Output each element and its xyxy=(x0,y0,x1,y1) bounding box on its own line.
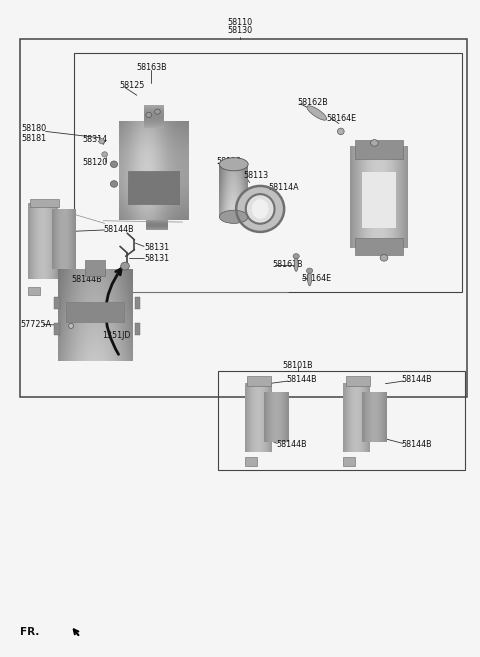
Bar xyxy=(54,323,60,335)
Bar xyxy=(20,39,467,397)
Bar xyxy=(362,173,396,229)
Ellipse shape xyxy=(99,139,105,144)
Ellipse shape xyxy=(294,257,298,271)
Text: 58144B: 58144B xyxy=(401,375,432,384)
Bar xyxy=(245,457,257,466)
Bar xyxy=(355,238,403,255)
Bar xyxy=(28,288,40,296)
Text: 58164E: 58164E xyxy=(301,274,332,283)
Text: 58163B: 58163B xyxy=(136,62,167,72)
Text: 58114A: 58114A xyxy=(269,183,300,192)
Text: FR.: FR. xyxy=(20,627,39,637)
Text: 58144B: 58144B xyxy=(286,375,317,384)
Ellipse shape xyxy=(246,194,275,223)
Ellipse shape xyxy=(307,268,313,273)
Ellipse shape xyxy=(252,199,269,219)
Ellipse shape xyxy=(307,106,327,120)
Text: 58164E: 58164E xyxy=(326,114,357,123)
Text: 58112: 58112 xyxy=(216,157,241,166)
Bar xyxy=(74,53,462,292)
Ellipse shape xyxy=(337,128,344,135)
Text: 58131: 58131 xyxy=(144,254,169,263)
Text: 58101B: 58101B xyxy=(282,361,313,370)
Ellipse shape xyxy=(308,271,312,286)
Text: 58181: 58181 xyxy=(22,134,47,143)
Bar xyxy=(30,199,60,207)
Text: 58113: 58113 xyxy=(244,171,269,180)
Bar xyxy=(134,323,141,335)
Text: 58120: 58120 xyxy=(83,158,108,168)
Ellipse shape xyxy=(121,262,130,270)
Text: 58130: 58130 xyxy=(228,26,252,35)
Text: 57725A: 57725A xyxy=(20,320,51,329)
Bar xyxy=(54,297,60,309)
Text: 1351JD: 1351JD xyxy=(102,330,130,340)
Bar xyxy=(218,371,465,470)
Bar xyxy=(343,457,355,466)
Ellipse shape xyxy=(102,152,108,157)
Bar xyxy=(66,302,124,322)
Bar xyxy=(134,297,141,309)
Bar xyxy=(346,376,370,386)
Text: 58314: 58314 xyxy=(83,135,108,144)
Ellipse shape xyxy=(219,210,248,223)
Bar xyxy=(355,140,403,160)
Ellipse shape xyxy=(69,323,73,328)
Bar xyxy=(129,171,179,204)
Bar xyxy=(247,376,271,386)
Text: 58144B: 58144B xyxy=(401,440,432,449)
Text: 58125: 58125 xyxy=(119,81,144,90)
Ellipse shape xyxy=(146,112,152,118)
Ellipse shape xyxy=(380,255,388,261)
Ellipse shape xyxy=(219,158,248,171)
Text: 58131: 58131 xyxy=(144,242,169,252)
Ellipse shape xyxy=(293,254,300,259)
Ellipse shape xyxy=(155,109,160,114)
Ellipse shape xyxy=(110,161,118,168)
Text: 58161B: 58161B xyxy=(273,260,303,269)
Ellipse shape xyxy=(110,181,118,187)
Text: 58144B: 58144B xyxy=(276,440,307,449)
Text: 58162B: 58162B xyxy=(298,98,328,107)
Text: 58144B: 58144B xyxy=(71,275,102,284)
Ellipse shape xyxy=(371,140,378,147)
Ellipse shape xyxy=(236,186,284,232)
Text: 58180: 58180 xyxy=(22,124,47,133)
Text: 58144B: 58144B xyxy=(103,225,134,235)
Bar xyxy=(85,260,105,276)
Text: 58110: 58110 xyxy=(228,18,252,27)
